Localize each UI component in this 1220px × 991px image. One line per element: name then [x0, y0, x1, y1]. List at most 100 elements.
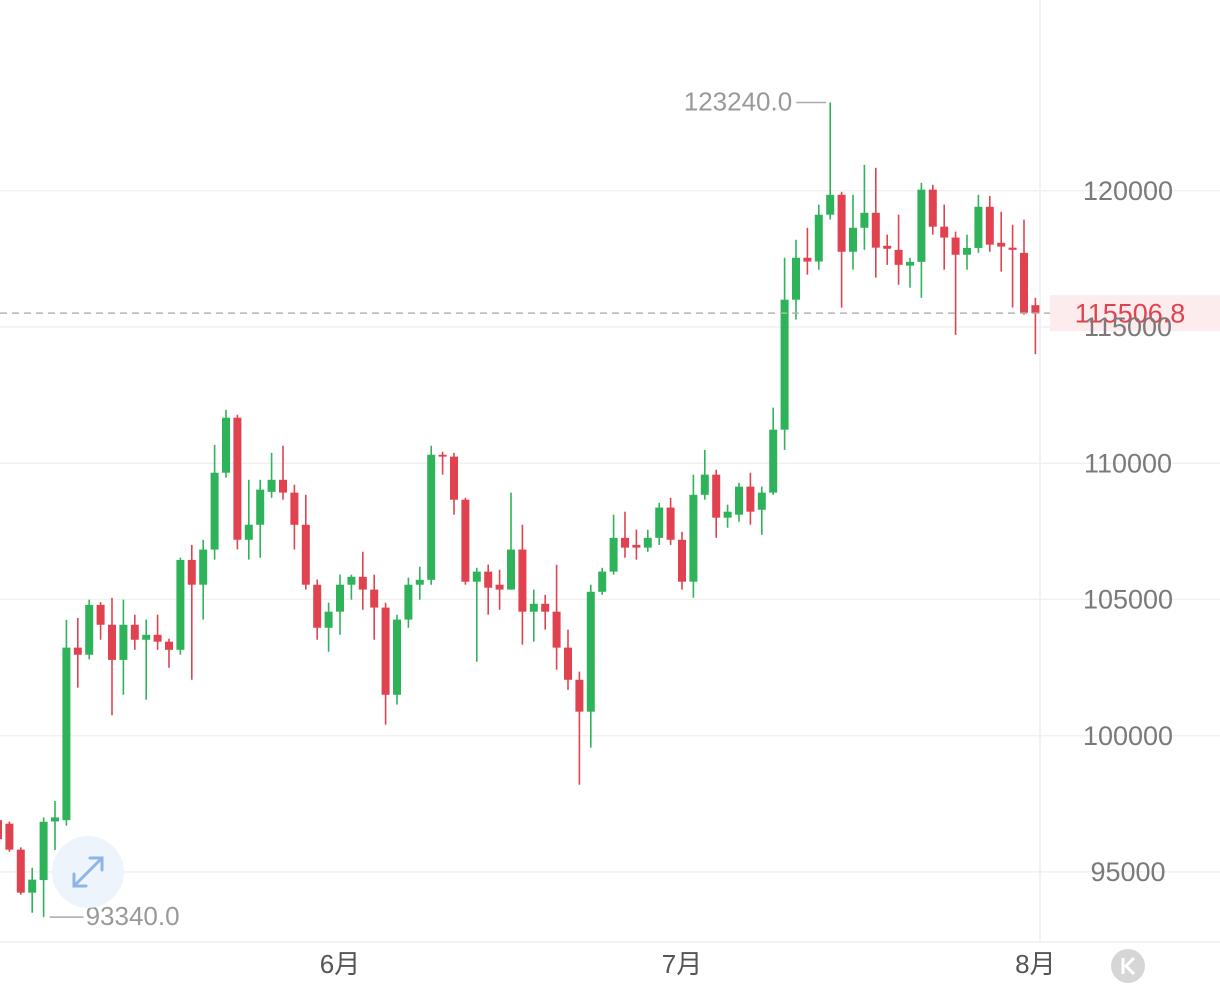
candle-body — [666, 507, 675, 540]
candle-body — [244, 524, 253, 540]
candle-body — [552, 611, 561, 648]
candle-body — [142, 634, 151, 640]
candle-body — [826, 194, 835, 215]
candle-body — [735, 486, 743, 515]
candle-body — [427, 454, 436, 580]
candle-body — [73, 647, 82, 655]
candle-body — [233, 417, 242, 540]
candle-body — [153, 634, 162, 642]
candle-body — [814, 214, 823, 262]
candle-body — [883, 245, 892, 249]
candle-body — [643, 537, 652, 548]
candle-body — [415, 579, 424, 585]
candle-body — [621, 537, 629, 548]
x-tick-label: 7月 — [662, 949, 702, 979]
candle-body — [290, 492, 299, 525]
candle-body — [1031, 305, 1040, 314]
candle-body — [860, 212, 869, 228]
candle-body — [1008, 247, 1017, 250]
candle-body — [85, 604, 94, 655]
annotations: 123240.0 93340.0 115506.8 — [0, 86, 1220, 931]
candle-body — [609, 537, 618, 572]
expand-button[interactable] — [52, 836, 124, 908]
candle-body — [301, 524, 310, 585]
candle-body — [700, 474, 709, 495]
candle-body — [96, 604, 105, 625]
candle-body — [871, 212, 880, 248]
candle-body — [792, 257, 800, 300]
x-tick-label: 6月 — [320, 949, 360, 979]
candle-body — [16, 849, 25, 893]
candle-body — [974, 206, 983, 248]
candle-body — [564, 647, 572, 680]
candle-body — [712, 474, 721, 518]
candle-body — [917, 189, 926, 262]
y-tick-label: 95000 — [1090, 857, 1165, 887]
candle-body — [723, 511, 732, 518]
candle-body — [746, 486, 755, 512]
candle-body — [39, 821, 48, 881]
low-label: 93340.0 — [86, 901, 180, 931]
candle-body — [187, 559, 196, 585]
candle-body — [985, 206, 994, 245]
candle-body — [598, 571, 607, 592]
candle-body — [529, 603, 538, 612]
candle-body — [849, 227, 857, 252]
candle-body — [0, 820, 2, 840]
candle-body — [632, 544, 641, 548]
candle-body — [324, 611, 333, 628]
candle-body — [655, 507, 664, 538]
candle-body — [176, 559, 185, 650]
candle-body — [963, 247, 971, 255]
y-tick-label: 115000 — [1084, 312, 1172, 342]
candle-body — [780, 299, 789, 430]
y-tick-label: 120000 — [1083, 176, 1173, 206]
candle-body — [757, 492, 766, 510]
candle-body — [336, 584, 344, 612]
candle-body — [347, 576, 356, 585]
candle-body — [906, 261, 914, 266]
candle-body — [484, 571, 493, 588]
candle-body — [495, 584, 504, 590]
candle-body — [404, 584, 413, 620]
candle-body — [678, 539, 686, 582]
candle-body — [940, 226, 949, 238]
candle-body — [575, 679, 584, 712]
candle-body — [119, 624, 128, 660]
candle-body — [313, 584, 322, 628]
back-to-latest-button[interactable] — [1111, 949, 1145, 983]
candle-body — [199, 549, 208, 585]
candle-body — [472, 571, 481, 582]
candle-body — [461, 499, 470, 582]
y-tick-label: 110000 — [1084, 448, 1172, 478]
candle-body — [837, 194, 846, 252]
grid — [0, 189, 1220, 873]
candle-body — [51, 817, 59, 822]
candle-body — [951, 237, 960, 255]
candle-body — [586, 591, 595, 712]
last-price-label: 115506.8 — [1075, 298, 1186, 328]
candle-body — [165, 641, 173, 650]
candle-body — [518, 549, 527, 612]
candle-body — [997, 242, 1006, 247]
candle-body — [222, 417, 230, 473]
y-tick-label: 105000 — [1083, 585, 1173, 615]
candle-body — [108, 624, 116, 660]
candle-body — [210, 472, 219, 550]
last-price-tag — [1050, 295, 1220, 332]
plot-area — [0, 102, 1040, 918]
candle-body — [5, 823, 14, 850]
y-tick-label: 100000 — [1083, 721, 1173, 751]
candle-body — [381, 607, 390, 695]
candle-body — [928, 189, 937, 227]
candle-body — [541, 603, 550, 612]
candle-body — [507, 549, 515, 590]
candle-body — [438, 454, 447, 457]
candle-body — [894, 249, 903, 265]
candle-body — [393, 619, 401, 695]
candle-body — [130, 624, 139, 640]
candle-body — [803, 257, 812, 262]
high-label: 123240.0 — [684, 86, 792, 116]
candle-body — [450, 456, 458, 500]
